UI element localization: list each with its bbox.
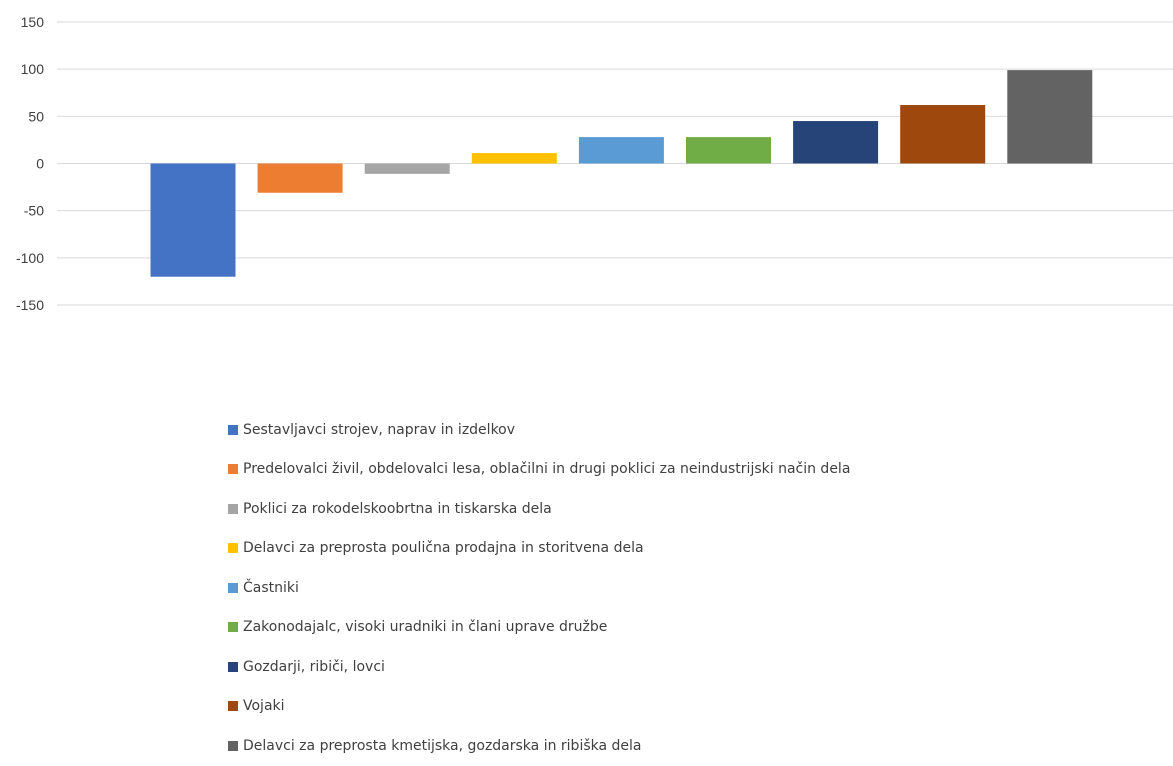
legend-swatch xyxy=(228,622,238,633)
legend-label: Delavci za preprosta kmetijska, gozdarsk… xyxy=(243,737,642,754)
y-tick-label: -100 xyxy=(16,250,44,266)
bar xyxy=(471,153,557,164)
y-tick-label: -150 xyxy=(16,297,44,313)
bar xyxy=(257,163,343,193)
legend-item: Častniki xyxy=(228,568,850,608)
legend-item: Delavci za preprosta poulična prodajna i… xyxy=(228,529,850,569)
bars xyxy=(150,70,1093,277)
legend-item: Delavci za preprosta kmetijska, gozdarsk… xyxy=(228,726,850,766)
bar xyxy=(686,137,771,164)
legend-item: Vojaki xyxy=(228,687,850,727)
y-tick-label: 150 xyxy=(21,14,45,30)
y-tick-label: 0 xyxy=(36,156,44,172)
y-axis-tick-labels: 150 100 50 0 -50 -100 -150 xyxy=(16,14,44,313)
legend-swatch xyxy=(228,464,238,475)
legend-swatch xyxy=(228,701,238,712)
legend-label: Predelovalci živil, obdelovalci lesa, ob… xyxy=(243,461,851,478)
legend-item: Sestavljavci strojev, naprav in izdelkov xyxy=(228,410,850,450)
legend-label: Zakonodajalc, visoki uradniki in člani u… xyxy=(243,619,608,636)
legend-swatch xyxy=(228,503,238,514)
legend: Sestavljavci strojev, naprav in izdelkov… xyxy=(228,410,850,766)
legend-swatch xyxy=(228,661,238,672)
legend-label: Gozdarji, ribiči, lovci xyxy=(243,658,385,675)
legend-item: Predelovalci živil, obdelovalci lesa, ob… xyxy=(228,450,850,490)
legend-swatch xyxy=(228,424,238,435)
legend-label: Poklici za rokodelskoobrtna in tiskarska… xyxy=(243,500,552,517)
legend-label: Delavci za preprosta poulična prodajna i… xyxy=(243,540,644,557)
bar xyxy=(900,105,986,164)
legend-item: Gozdarji, ribiči, lovci xyxy=(228,647,850,687)
legend-item: Zakonodajalc, visoki uradniki in člani u… xyxy=(228,608,850,648)
y-tick-label: 50 xyxy=(28,108,44,124)
bar xyxy=(578,137,664,164)
legend-swatch xyxy=(228,740,238,751)
legend-swatch xyxy=(228,582,238,593)
y-tick-label: 100 xyxy=(21,61,45,77)
legend-swatch xyxy=(228,543,238,554)
bar xyxy=(1007,70,1093,164)
legend-label: Častniki xyxy=(243,579,299,596)
y-tick-label: -50 xyxy=(24,203,44,219)
legend-label: Sestavljavci strojev, naprav in izdelkov xyxy=(243,421,516,438)
bar xyxy=(150,163,236,277)
bar xyxy=(364,163,450,174)
legend-label: Vojaki xyxy=(243,698,285,715)
legend-item: Poklici za rokodelskoobrtna in tiskarska… xyxy=(228,489,850,529)
gridlines xyxy=(57,21,1173,306)
bar-chart: 150 100 50 0 -50 -100 -150 xyxy=(16,14,1173,313)
bar xyxy=(793,121,879,164)
